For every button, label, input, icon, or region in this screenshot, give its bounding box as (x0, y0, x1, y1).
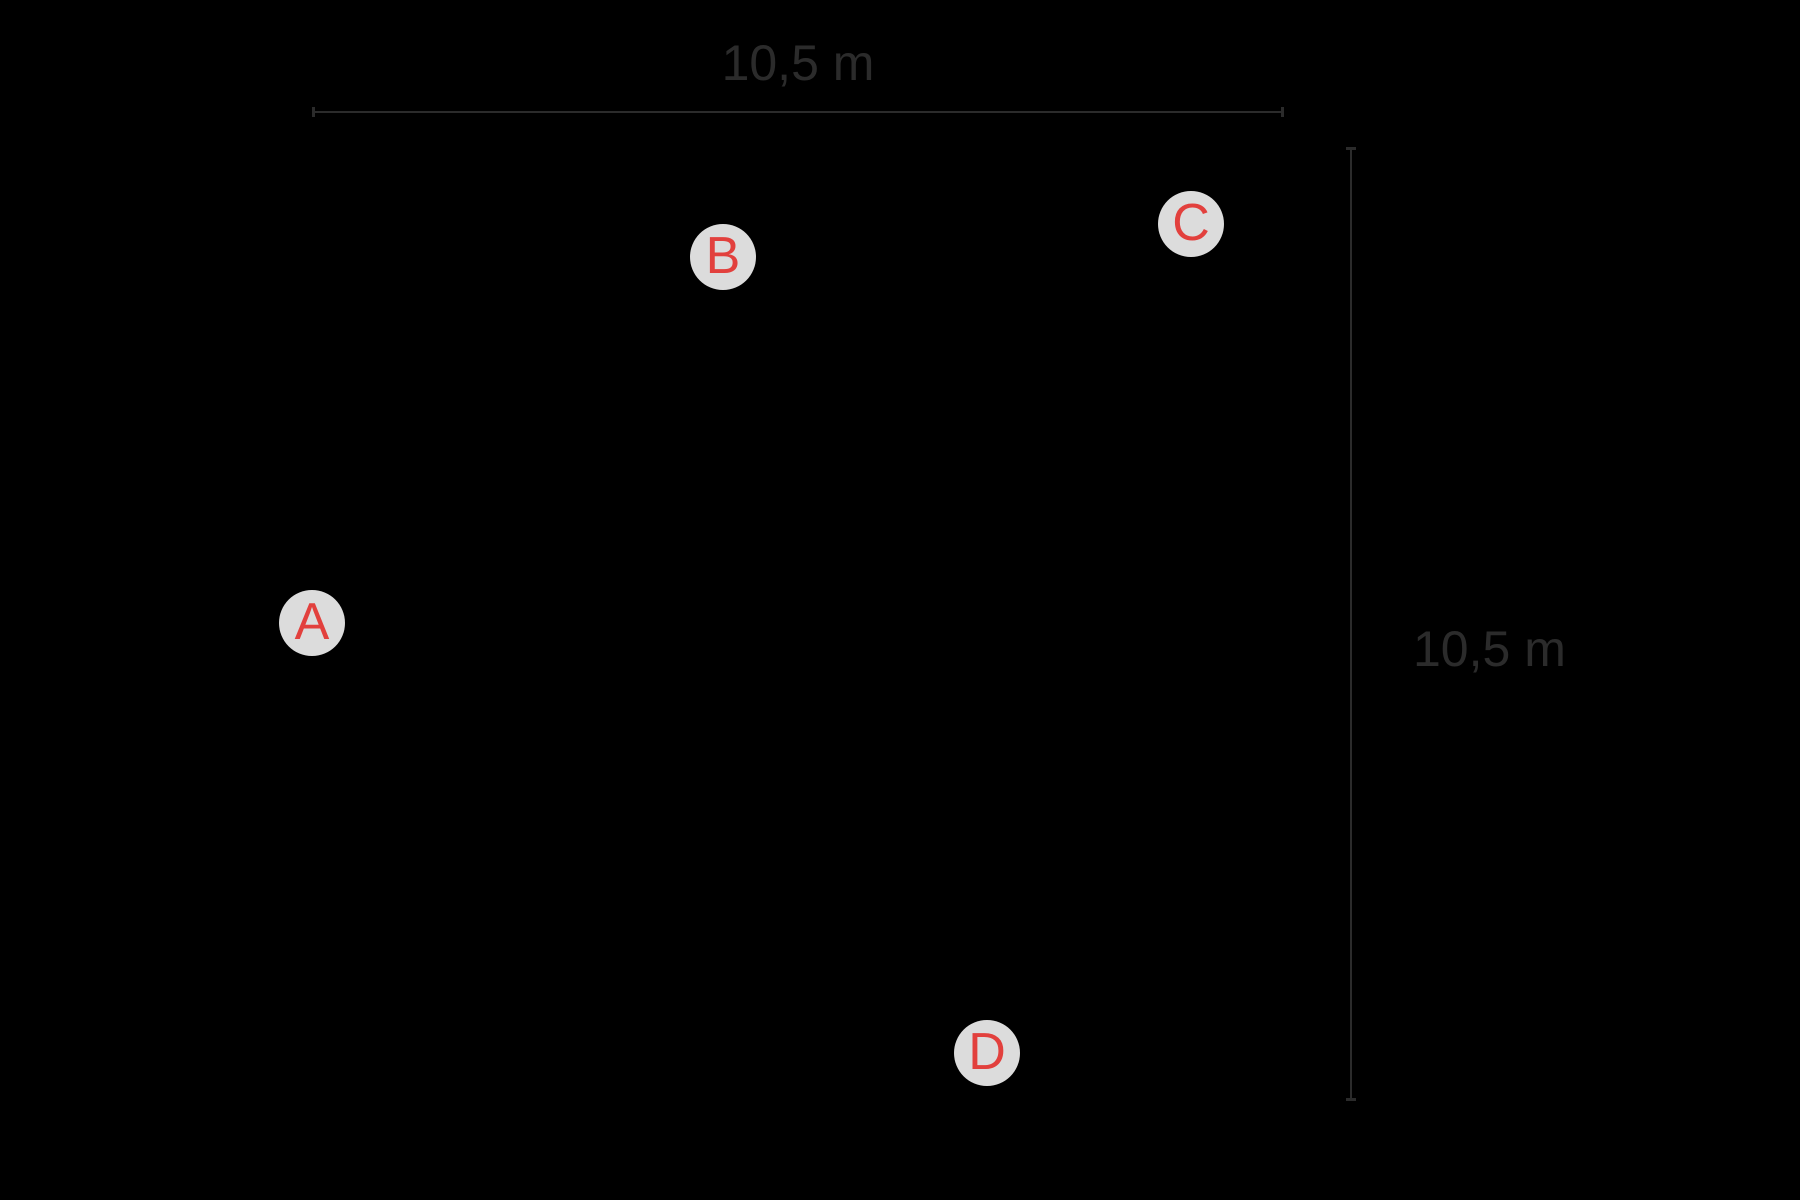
point-label-c: C (1172, 194, 1210, 252)
dimension-tick (312, 107, 315, 117)
dimension-right-label: 10,5 m (1413, 621, 1566, 677)
point-label-a: A (294, 593, 330, 651)
dimension-tick (1346, 147, 1356, 150)
point-marker-d: D (954, 1020, 1020, 1086)
point-label-d: D (968, 1023, 1006, 1081)
dimension-tick (1281, 107, 1284, 117)
point-label-b: B (705, 227, 741, 285)
point-marker-b: B (690, 224, 756, 290)
point-marker-c: C (1158, 191, 1224, 257)
dimension-top-line (312, 107, 1284, 117)
dimension-right-line (1346, 147, 1356, 1101)
point-marker-a: A (279, 590, 345, 656)
dimension-top-label: 10,5 m (721, 35, 875, 91)
dimension-tick (1346, 1098, 1356, 1101)
